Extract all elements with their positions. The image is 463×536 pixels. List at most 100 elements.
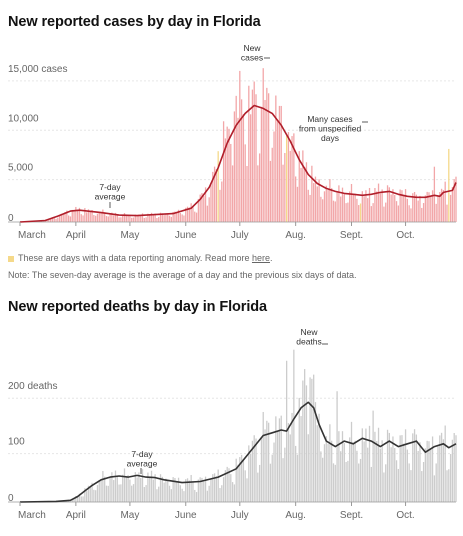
- bar: [356, 198, 358, 222]
- bar: [114, 212, 117, 222]
- bar: [44, 221, 46, 222]
- bar: [69, 501, 72, 502]
- bar: [67, 501, 70, 502]
- bar: [138, 472, 140, 502]
- bar: [163, 482, 165, 502]
- bar: [203, 195, 205, 222]
- bar: [293, 349, 295, 502]
- bar: [239, 457, 241, 502]
- bar: [168, 485, 171, 502]
- bar: [377, 183, 380, 222]
- bar: [431, 190, 434, 222]
- bar: [172, 477, 174, 502]
- bar: [177, 477, 180, 502]
- anomaly-bar: [448, 148, 450, 222]
- x-tick-label: March: [18, 230, 46, 241]
- bar: [410, 208, 412, 222]
- x-tick-label: April: [66, 510, 86, 521]
- bar: [298, 397, 300, 502]
- bar: [354, 440, 356, 502]
- bar: [453, 433, 455, 502]
- bar: [60, 213, 63, 222]
- bar: [313, 183, 315, 222]
- bar: [215, 476, 218, 502]
- bar: [158, 486, 160, 502]
- bar: [280, 415, 282, 502]
- bar: [53, 216, 55, 222]
- bar: [404, 189, 407, 222]
- annotation-label: Many cases: [307, 114, 352, 124]
- bar: [422, 203, 425, 222]
- bar: [221, 485, 223, 502]
- bar: [201, 477, 203, 502]
- bar: [71, 499, 73, 502]
- y-tick-label: 200 deaths: [8, 381, 58, 392]
- bar: [304, 369, 306, 502]
- bar: [397, 468, 399, 502]
- bar: [49, 218, 52, 222]
- bar: [323, 191, 326, 222]
- bar: [322, 457, 324, 502]
- bar: [390, 194, 392, 222]
- bar: [424, 195, 427, 222]
- bar: [120, 217, 122, 222]
- bar: [340, 451, 342, 502]
- bar: [428, 441, 430, 502]
- bar: [352, 193, 354, 222]
- bar: [304, 167, 306, 222]
- bars: [21, 349, 457, 502]
- bar: [314, 402, 317, 502]
- bar: [161, 476, 163, 502]
- bar: [55, 218, 57, 222]
- bar: [107, 216, 109, 222]
- bar: [183, 491, 185, 502]
- bar: [255, 438, 257, 502]
- bar: [385, 202, 387, 222]
- annotation-label: 7-day: [131, 449, 153, 459]
- bar: [129, 479, 131, 502]
- bar: [215, 169, 218, 222]
- bar: [221, 181, 223, 222]
- anomaly-bar: [359, 203, 362, 222]
- bar: [307, 434, 309, 502]
- bar: [87, 485, 90, 502]
- bar: [413, 191, 416, 222]
- bar: [401, 190, 403, 222]
- anomaly-note-end: .: [269, 253, 273, 263]
- annotation-label: average: [127, 459, 158, 469]
- bar: [185, 207, 187, 222]
- bar: [111, 212, 113, 222]
- bar: [203, 481, 205, 502]
- bar: [149, 214, 151, 222]
- bar: [300, 167, 302, 222]
- bar: [320, 196, 322, 222]
- bar: [177, 209, 180, 222]
- bar: [388, 187, 390, 222]
- x-tick-label: May: [120, 510, 139, 521]
- bar: [327, 189, 329, 222]
- read-more-link[interactable]: here: [251, 253, 270, 263]
- anomaly-bar: [285, 135, 288, 222]
- bar: [87, 209, 90, 222]
- bar: [231, 482, 234, 502]
- bar: [354, 193, 356, 222]
- bar: [208, 485, 210, 502]
- bar: [132, 217, 135, 222]
- bar: [204, 187, 207, 222]
- bar: [69, 216, 72, 222]
- bar: [386, 429, 389, 502]
- bar: [313, 374, 315, 502]
- y-tick-label: 0: [8, 493, 14, 504]
- bar: [302, 150, 304, 222]
- bar: [323, 444, 326, 502]
- bar: [376, 191, 378, 222]
- bar: [449, 194, 452, 222]
- anomaly-swatch-icon: [8, 255, 14, 262]
- bar: [433, 166, 436, 222]
- bar: [46, 220, 48, 222]
- bar: [262, 411, 264, 502]
- bar: [190, 203, 192, 222]
- y-tick-label: 100: [8, 437, 25, 448]
- bar: [287, 132, 290, 222]
